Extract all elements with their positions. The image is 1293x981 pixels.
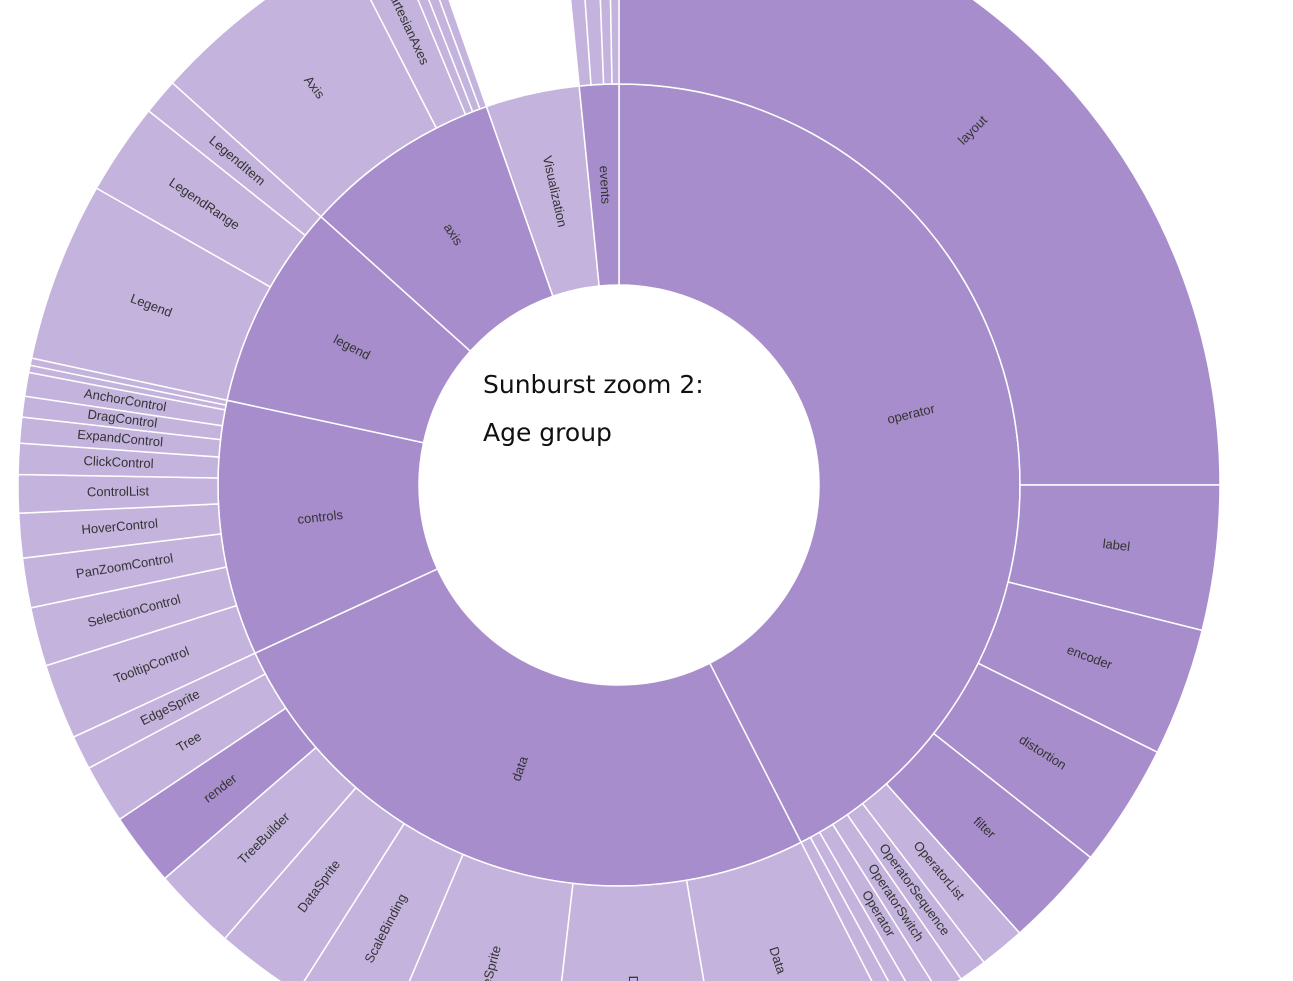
outer-segment xyxy=(560,879,705,981)
outer-segment xyxy=(609,0,620,85)
outer-segment xyxy=(171,0,438,218)
segment-label: controls xyxy=(297,507,344,527)
segment-label: ControlList xyxy=(87,483,150,499)
outer-segment xyxy=(618,0,1221,486)
segment-label: ClickControl xyxy=(83,453,154,471)
chart-title: Sunburst zoom 2: xyxy=(483,370,704,399)
segment-label: HoverControl xyxy=(81,516,159,537)
chart-subtitle: Age group xyxy=(483,418,612,447)
segment-label: label xyxy=(1102,536,1131,554)
segment-label: events xyxy=(597,165,614,204)
segment-label: Dat xyxy=(626,975,642,981)
sunburst: operatorlayoutlabelencoderdistortionfilt… xyxy=(17,0,1221,981)
